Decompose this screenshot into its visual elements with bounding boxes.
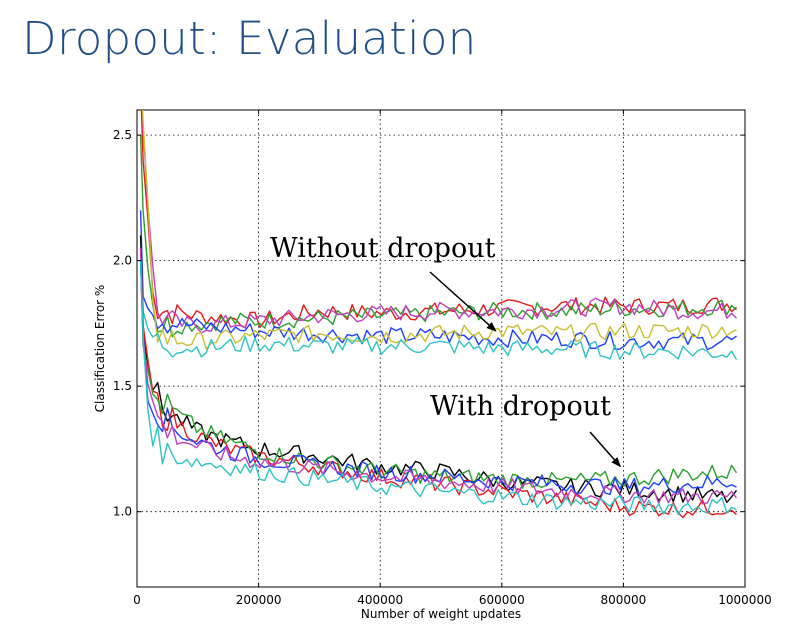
x-axis-label: Number of weight updates	[361, 607, 521, 621]
series-line-without	[139, 210, 737, 351]
series-line-without	[141, 110, 737, 334]
annotation-arrow	[589, 431, 622, 468]
series-line-with	[139, 248, 738, 505]
x-tick-label: 1000000	[718, 593, 771, 607]
x-tick-label: 600000	[479, 593, 525, 607]
y-tick-label: 2.5	[113, 128, 132, 142]
series-line-with	[139, 260, 738, 489]
series-line-without	[139, 248, 738, 361]
x-tick-label: 200000	[236, 593, 282, 607]
annotations: Without dropout With dropout	[270, 233, 622, 468]
series-lines	[139, 110, 738, 519]
annotation-label: Without dropout	[270, 233, 496, 264]
annotation-label: With dropout	[430, 391, 611, 422]
slide-title: Dropout: Evaluation	[22, 12, 477, 65]
x-tick-label: 0	[133, 593, 141, 607]
series-line-with	[139, 260, 737, 515]
axis-ticks: 0 200000 400000 600000 800000 1000000 1.0 1.5 2.…	[113, 110, 772, 607]
x-tick-label: 800000	[600, 593, 646, 607]
y-tick-label: 1.5	[113, 379, 132, 393]
y-tick-label: 1.0	[113, 505, 132, 519]
x-tick-label: 400000	[357, 593, 403, 607]
series-line-without	[141, 110, 737, 350]
annotation-arrow	[429, 271, 497, 332]
y-axis-label: Classification Error %	[93, 285, 107, 413]
series-line-with	[139, 235, 738, 504]
y-tick-label: 2.0	[113, 254, 132, 268]
